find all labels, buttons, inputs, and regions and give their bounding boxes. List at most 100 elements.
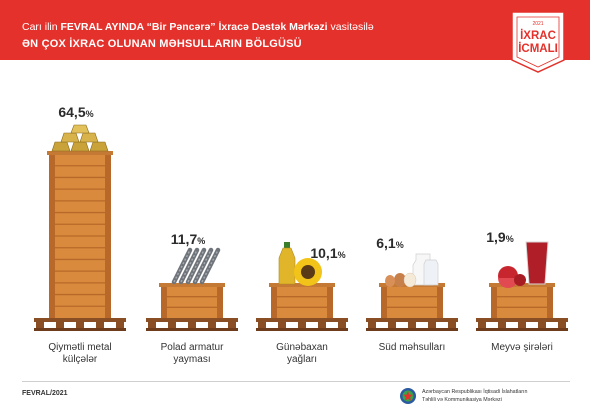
crate-post-right [437, 286, 443, 318]
crate-bar [489, 283, 555, 318]
crate-rim [47, 151, 113, 155]
pallet-block [478, 322, 486, 328]
crate-body [491, 286, 553, 318]
pallet-block [76, 322, 84, 328]
org-name-line2: Təhlili və Kommunikasiya Mərkəzi [422, 397, 502, 403]
pallet-base [146, 328, 238, 331]
header-subtitle: Carı ilin FEVRAL AYINDA “Bir Pəncərə” İx… [22, 21, 374, 33]
pallet-block [338, 322, 346, 328]
category-label: külçələr [63, 354, 98, 365]
crate-bar [379, 283, 445, 318]
value-label: 64,5% [58, 104, 93, 120]
dairy-icon [385, 253, 439, 288]
category-label: Meyvə şirələri [491, 342, 553, 353]
crate-post-right [547, 286, 553, 318]
pallet-base [476, 328, 568, 331]
pallet-block [228, 322, 236, 328]
badge-bottom-text: İCMALI [518, 42, 558, 55]
pallet-top [366, 318, 458, 322]
value-label: 10,1% [310, 245, 345, 261]
footer-divider [22, 381, 570, 382]
category-label: Qiymətli metal [48, 342, 111, 353]
pallet-base [34, 328, 126, 331]
pallet-block [318, 322, 326, 328]
pallet-block [116, 322, 124, 328]
crate-post-left [491, 286, 497, 318]
value-number: 6,1 [376, 235, 396, 251]
pallet-block [448, 322, 456, 328]
value-label: 6,1% [376, 235, 403, 251]
value-number: 11,7 [171, 231, 198, 247]
badge-year: 2021 [532, 21, 543, 27]
crate-post-left [381, 286, 387, 318]
value-unit: % [86, 109, 94, 119]
value-unit: % [506, 234, 514, 244]
pallet-block [368, 322, 376, 328]
steel-rebar-icon [171, 247, 221, 285]
badge-top-text: İXRAC [520, 29, 556, 42]
pallet-block [148, 322, 156, 328]
gold-bars-icon [51, 124, 109, 152]
crate-post-left [49, 154, 55, 318]
pallet-base [256, 328, 348, 331]
pallet-base [366, 328, 458, 331]
category-label: Günəbaxan [276, 342, 328, 353]
value-label: 11,7% [171, 231, 206, 247]
crate-rim [159, 283, 225, 287]
crate-post-left [271, 286, 277, 318]
crate-post-right [327, 286, 333, 318]
crate-post-left [161, 286, 167, 318]
pallet-block [188, 322, 196, 328]
pallet-block [208, 322, 216, 328]
pallet-block [298, 322, 306, 328]
crate-body [271, 286, 333, 318]
pallet-block [408, 322, 416, 328]
value-unit: % [197, 236, 205, 246]
state-emblem-icon [400, 388, 416, 404]
pallet-top [256, 318, 348, 322]
crate-bar [47, 151, 113, 318]
crate-post-right [217, 286, 223, 318]
crate-bar [269, 283, 335, 318]
pallet-block [558, 322, 566, 328]
pallet-top [476, 318, 568, 322]
footer-date: FEVRAL/2021 [22, 390, 68, 397]
org-name-line1: Azərbaycan Respublikası İqtisadi İslahat… [422, 389, 528, 395]
value-label: 1,9% [486, 229, 513, 245]
pallet-block [498, 322, 506, 328]
crate-rim [269, 283, 335, 287]
pallet-block [168, 322, 176, 328]
pallet-top [34, 318, 126, 322]
pallet-block [278, 322, 286, 328]
crate-body [161, 286, 223, 318]
value-unit: % [396, 240, 404, 250]
pallet-block [428, 322, 436, 328]
value-number: 10,1 [310, 245, 337, 261]
pallet-block [96, 322, 104, 328]
category-label: yağları [287, 354, 317, 365]
pallet-block [388, 322, 396, 328]
ixrac-icmali-badge-icon: 2021 İXRAC İCMALI [511, 11, 565, 73]
bar-5: 1,9% Meyvə şirələri [476, 229, 568, 353]
pallet-block [36, 322, 44, 328]
category-label: Polad armatur [161, 342, 224, 353]
category-label: yayması [173, 354, 210, 365]
category-label: Süd məhsulları [379, 342, 446, 353]
fruit-juice-icon [498, 241, 549, 288]
pallet-block [518, 322, 526, 328]
bar-4: 6,1% Süd məhsulları [366, 235, 458, 353]
pallet-block [56, 322, 64, 328]
value-number: 64,5 [58, 104, 85, 120]
sunflower-oil-icon [278, 242, 322, 286]
pallet-block [538, 322, 546, 328]
header-band [0, 0, 590, 60]
value-number: 1,9 [486, 229, 506, 245]
crate-body [381, 286, 443, 318]
pallet-top [146, 318, 238, 322]
value-unit: % [338, 250, 346, 260]
chart-title: ƏN ÇOX İXRAC OLUNAN MƏHSULLARIN BÖLGÜSÜ [22, 38, 302, 50]
